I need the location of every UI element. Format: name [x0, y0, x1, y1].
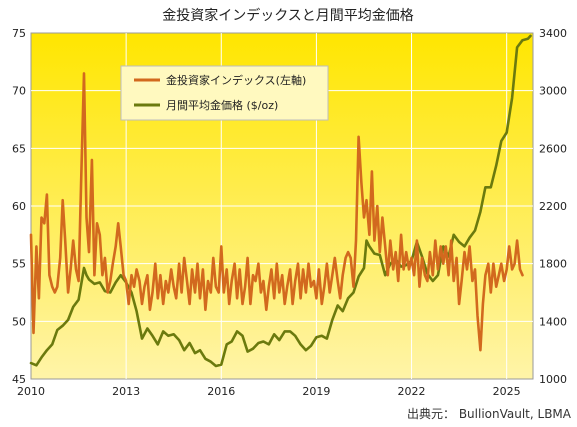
x-tick-label: 2013 — [112, 385, 140, 398]
chart-title: 金投資家インデックスと月間平均金価格 — [162, 7, 414, 24]
series-layer — [29, 34, 532, 368]
left-axis-ticks: 45 50 55 60 65 70 75 — [12, 27, 26, 386]
y-left-tick-label: 65 — [12, 142, 26, 155]
y-right-tick-label: 1000 — [539, 373, 567, 386]
x-tick-label: 2010 — [17, 385, 45, 398]
x-tick-label: 2025 — [493, 385, 521, 398]
source-credit: 出典元： BullionVault, LBMA — [407, 407, 572, 421]
y-left-tick-label: 75 — [12, 27, 26, 40]
y-left-tick-label: 50 — [12, 315, 26, 328]
legend: 金投資家インデックス(左軸) 月間平均金価格 ($/oz) — [120, 65, 329, 121]
y-right-tick-label: 3000 — [539, 85, 567, 98]
y-right-tick-label: 1400 — [539, 315, 567, 328]
series-line-gold-investor-index — [29, 72, 524, 352]
x-tick-label: 2022 — [398, 385, 426, 398]
x-tick-label: 2016 — [207, 385, 235, 398]
gridlines — [31, 33, 533, 379]
y-left-tick-label: 70 — [12, 85, 26, 98]
legend-label-index: 金投資家インデックス(左軸) — [166, 73, 306, 87]
legend-label-gold: 月間平均金価格 ($/oz) — [166, 98, 278, 112]
y-right-tick-label: 2200 — [539, 200, 567, 213]
y-left-tick-label: 55 — [12, 258, 26, 271]
y-left-tick-label: 60 — [12, 200, 26, 213]
y-right-tick-label: 2600 — [539, 142, 567, 155]
y-right-tick-label: 1800 — [539, 258, 567, 271]
y-left-tick-label: 45 — [12, 373, 26, 386]
right-axis-ticks: 1000 1400 1800 2200 2600 3000 3400 — [539, 27, 567, 386]
legend-box — [120, 65, 329, 121]
x-axis-ticks: 2010 2013 2016 2019 2022 2025 — [17, 385, 521, 398]
x-tick-label: 2019 — [302, 385, 330, 398]
y-right-tick-label: 3400 — [539, 27, 567, 40]
